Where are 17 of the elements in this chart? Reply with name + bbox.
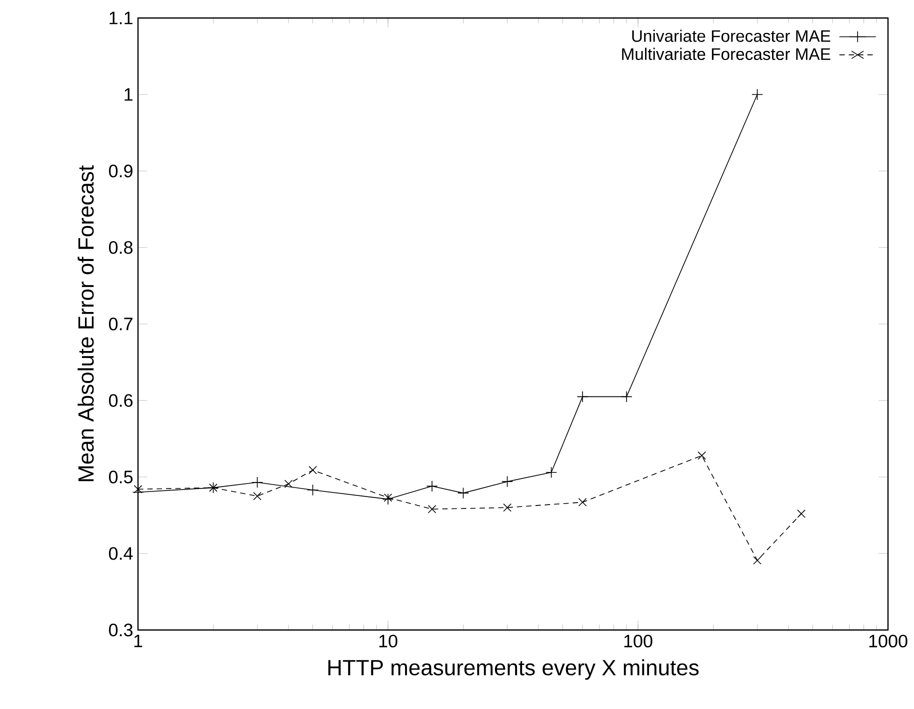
x-tick-label: 100 (624, 634, 652, 648)
y-tick-label: 1.1 (110, 12, 132, 24)
y-tick-label: 0.6 (108, 394, 133, 407)
y-tick-label: 0.5 (108, 470, 133, 484)
y-axis-title: Mean Absolute Error of Forecast (78, 165, 94, 482)
x-axis-title: HTTP measurements every X minutes (328, 659, 699, 680)
x-tick-label: 10 (379, 634, 398, 648)
x-tick-label: 1 (134, 634, 142, 648)
legend-label: Univariate Forecaster MAE (632, 30, 830, 42)
y-tick-label: 1 (124, 88, 132, 101)
x-tick-label: 1000 (869, 634, 908, 648)
y-tick-label: 0.4 (108, 547, 133, 560)
y-tick-label: 0.7 (108, 318, 132, 330)
y-tick-label: 0.9 (108, 164, 132, 178)
y-tick-label: 0.3 (108, 624, 133, 636)
legend-label: Multivariate Forecaster MAE (622, 48, 830, 60)
y-tick-label: 0.8 (108, 241, 133, 254)
